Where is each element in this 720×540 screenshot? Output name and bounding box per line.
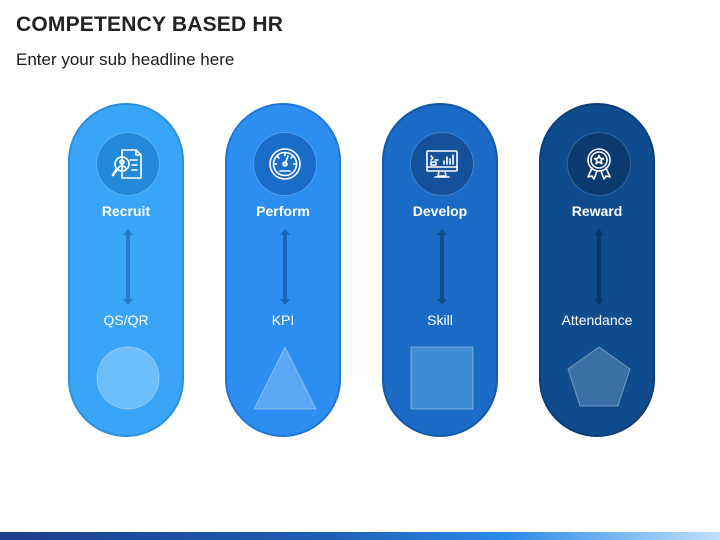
recruit-label: Recruit <box>101 203 151 219</box>
column-develop: Develop Skill <box>382 103 498 437</box>
computer-monitor-icon <box>426 150 458 178</box>
perform-icon-circle <box>254 133 316 195</box>
arrow-path <box>280 229 290 305</box>
reward-double-arrow <box>594 229 604 305</box>
recruit-double-arrow <box>123 229 133 305</box>
footer-gradient-bar <box>0 532 720 540</box>
shape-fill <box>567 346 631 407</box>
develop-square-shape <box>410 346 474 410</box>
recruit-icon-circle <box>97 133 159 195</box>
column-reward: Reward Attendance <box>539 103 655 437</box>
page-title: COMPETENCY BASED HR <box>16 13 284 36</box>
reward-label: Reward <box>571 203 623 219</box>
perform-triangle-shape <box>253 345 317 410</box>
develop-sublabel: Skill <box>427 312 453 328</box>
perform-double-arrow <box>280 229 290 305</box>
award-ribbon-icon <box>587 148 611 180</box>
page-subtitle: Enter your sub headline here <box>16 50 235 69</box>
arrow-path <box>437 229 447 305</box>
develop-icon-circle <box>411 133 473 195</box>
column-recruit: Recruit QS/QR <box>68 103 184 437</box>
reward-icon-circle <box>568 133 630 195</box>
column-perform: Perform KPI <box>225 103 341 437</box>
perform-sublabel: KPI <box>271 312 295 328</box>
develop-label: Develop <box>412 203 468 219</box>
shape-fill <box>410 346 474 410</box>
shape-fill <box>253 345 317 410</box>
recruit-circle-shape <box>96 346 160 410</box>
arrow-path <box>123 229 133 305</box>
reward-pentagon-shape <box>567 346 631 407</box>
shape-fill <box>96 346 160 410</box>
recruit-document-search-icon <box>111 149 142 179</box>
speedometer-icon <box>269 148 301 180</box>
reward-sublabel: Attendance <box>561 312 633 328</box>
perform-label: Perform <box>256 203 310 219</box>
arrow-path <box>594 229 604 305</box>
recruit-sublabel: QS/QR <box>103 312 149 328</box>
develop-double-arrow <box>437 229 447 305</box>
